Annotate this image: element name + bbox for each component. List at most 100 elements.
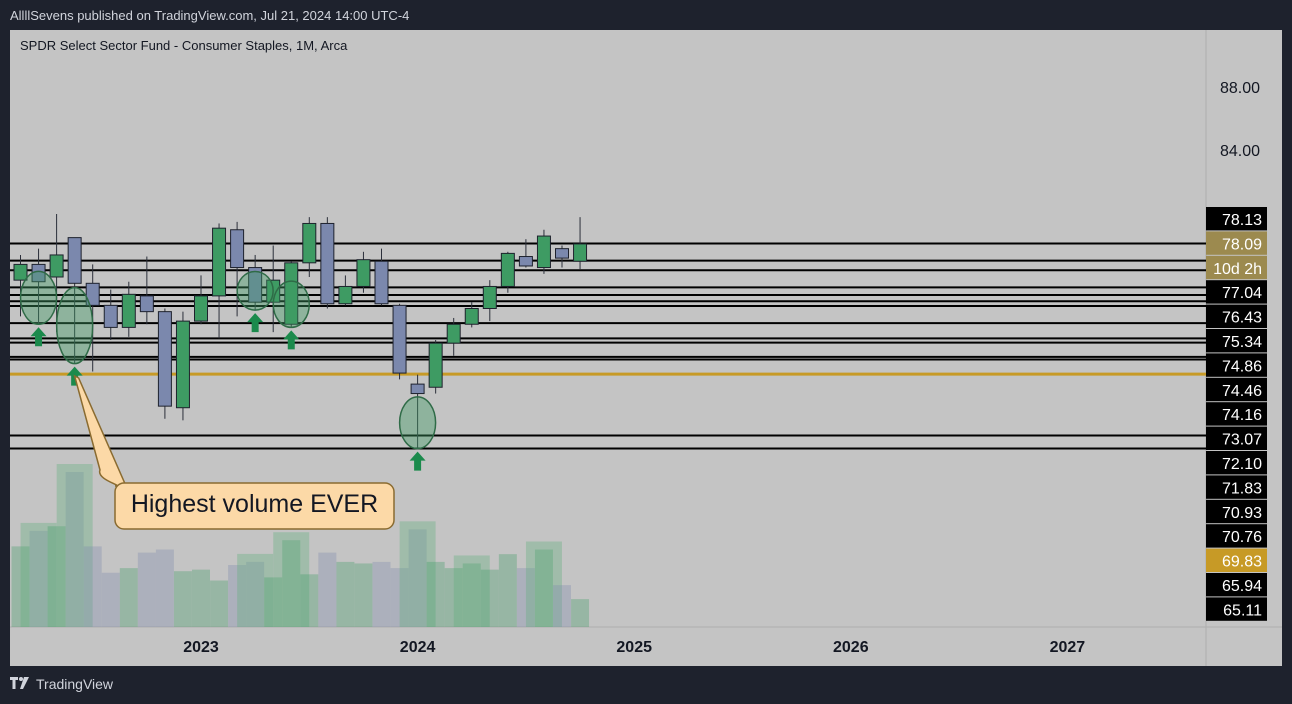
price-label-text: 78.13: [1222, 212, 1262, 229]
price-label-box: [1206, 231, 1267, 255]
volume-highlight: [399, 521, 436, 627]
volume-bar: [498, 554, 517, 627]
candle-body: [194, 295, 208, 322]
callout-layer: Highest volume EVER: [73, 374, 395, 530]
chart-title: SPDR Select Sector Fund - Consumer Stapl…: [20, 38, 348, 53]
candle-body: [139, 295, 154, 313]
volume-bar: [354, 563, 373, 627]
price-label-text: 78.09: [1222, 236, 1262, 253]
price-label-text: 74.16: [1222, 407, 1262, 424]
candle-body: [536, 235, 551, 269]
candle-body: [555, 248, 569, 259]
marker-ellipse: [55, 286, 94, 365]
candle-body: [374, 260, 389, 305]
brand-name: TradingView: [36, 676, 114, 692]
candle-body: [49, 254, 64, 278]
up-arrow-icon: [283, 330, 300, 350]
tradingview-logo[interactable]: TradingView: [10, 676, 113, 692]
price-label-box: [1206, 597, 1267, 621]
volume-bar: [282, 540, 301, 627]
price-label-box: [1206, 499, 1267, 524]
candle-body: [356, 259, 371, 287]
candle-body: [121, 293, 136, 328]
marker-ellipse: [398, 396, 437, 450]
volume-bar: [553, 585, 571, 627]
tradingview-icon: [10, 677, 29, 689]
volume-highlight: [453, 555, 490, 627]
callout-text: Highest volume EVER: [131, 490, 378, 518]
candle-body: [103, 304, 118, 328]
volume-bar: [173, 571, 192, 627]
candle-body: [212, 227, 227, 297]
marker-ellipse: [19, 270, 58, 326]
volume-layer: [11, 464, 590, 627]
footer-bar: TradingView: [0, 666, 1292, 704]
price-label-box: [1206, 329, 1267, 353]
volume-bar: [300, 574, 319, 627]
volume-bar: [444, 568, 463, 627]
x-tick-label: 2027: [1050, 639, 1086, 656]
volume-bar: [137, 552, 156, 627]
price-label-text: 74.86: [1222, 358, 1262, 375]
y-tick-label: 88.00: [1220, 80, 1260, 97]
volume-bar: [571, 599, 590, 627]
x-tick-label: 2023: [183, 639, 219, 656]
candle-body: [482, 285, 497, 310]
price-label-text: 10d 2h: [1213, 261, 1262, 278]
volume-bar: [426, 561, 445, 627]
volume-bar: [462, 563, 481, 627]
candle-layer: [13, 214, 588, 449]
price-label-box: [1206, 451, 1267, 475]
price-label-text: 69.83: [1222, 554, 1262, 571]
y-axis: 88.00 84.00 78.13 78.09 10d 2h 77.04 76.43 75.3…: [1206, 80, 1267, 621]
price-label-box: [1206, 207, 1267, 231]
volume-highlight: [273, 532, 310, 627]
candle-body: [392, 304, 407, 374]
candle-body: [13, 263, 28, 281]
price-label-box: [1206, 548, 1267, 572]
volume-bar: [516, 568, 535, 627]
candle-body: [410, 383, 425, 395]
candle-body: [464, 308, 479, 325]
x-tick-label: 2026: [833, 639, 869, 656]
price-label-box: [1206, 402, 1267, 426]
price-label-text: 70.76: [1222, 529, 1262, 546]
volume-bar: [155, 549, 174, 627]
price-label-box: [1206, 353, 1267, 377]
volume-bar: [246, 561, 265, 627]
candle-body: [175, 320, 190, 409]
volume-highlight: [525, 541, 562, 627]
candle-body: [320, 222, 335, 305]
volume-bar: [318, 552, 337, 627]
volume-bar: [264, 577, 283, 627]
price-label-text: 72.10: [1222, 456, 1262, 473]
volume-bar: [29, 530, 48, 627]
volume-bar: [336, 561, 355, 627]
marker-ellipse: [236, 270, 274, 311]
price-label-box: [1206, 280, 1267, 304]
x-axis: 2023 2024 2025 2026 2027: [183, 639, 1085, 656]
volume-bar: [228, 565, 247, 627]
volume-bar: [534, 549, 553, 627]
price-label-box: [1206, 426, 1267, 450]
price-label-text: 65.94: [1222, 578, 1262, 595]
price-label-text: 65.11: [1223, 602, 1262, 619]
volume-bar: [480, 569, 499, 627]
candle-body: [85, 282, 100, 306]
candle-body: [284, 262, 299, 325]
price-label-text: 77.04: [1222, 285, 1262, 302]
price-label-text: 73.07: [1222, 432, 1262, 449]
volume-bar: [65, 472, 84, 627]
candle-body: [157, 311, 172, 407]
volume-bar: [11, 546, 30, 627]
volume-highlight: [56, 464, 93, 627]
price-label-box: [1206, 573, 1267, 597]
volume-bar: [210, 580, 229, 627]
candle-body: [248, 267, 263, 303]
candle-body: [518, 256, 533, 267]
volume-bar: [119, 568, 138, 627]
volume-bar: [408, 529, 427, 627]
price-label-box: [1206, 255, 1267, 280]
candle-body: [230, 229, 245, 269]
